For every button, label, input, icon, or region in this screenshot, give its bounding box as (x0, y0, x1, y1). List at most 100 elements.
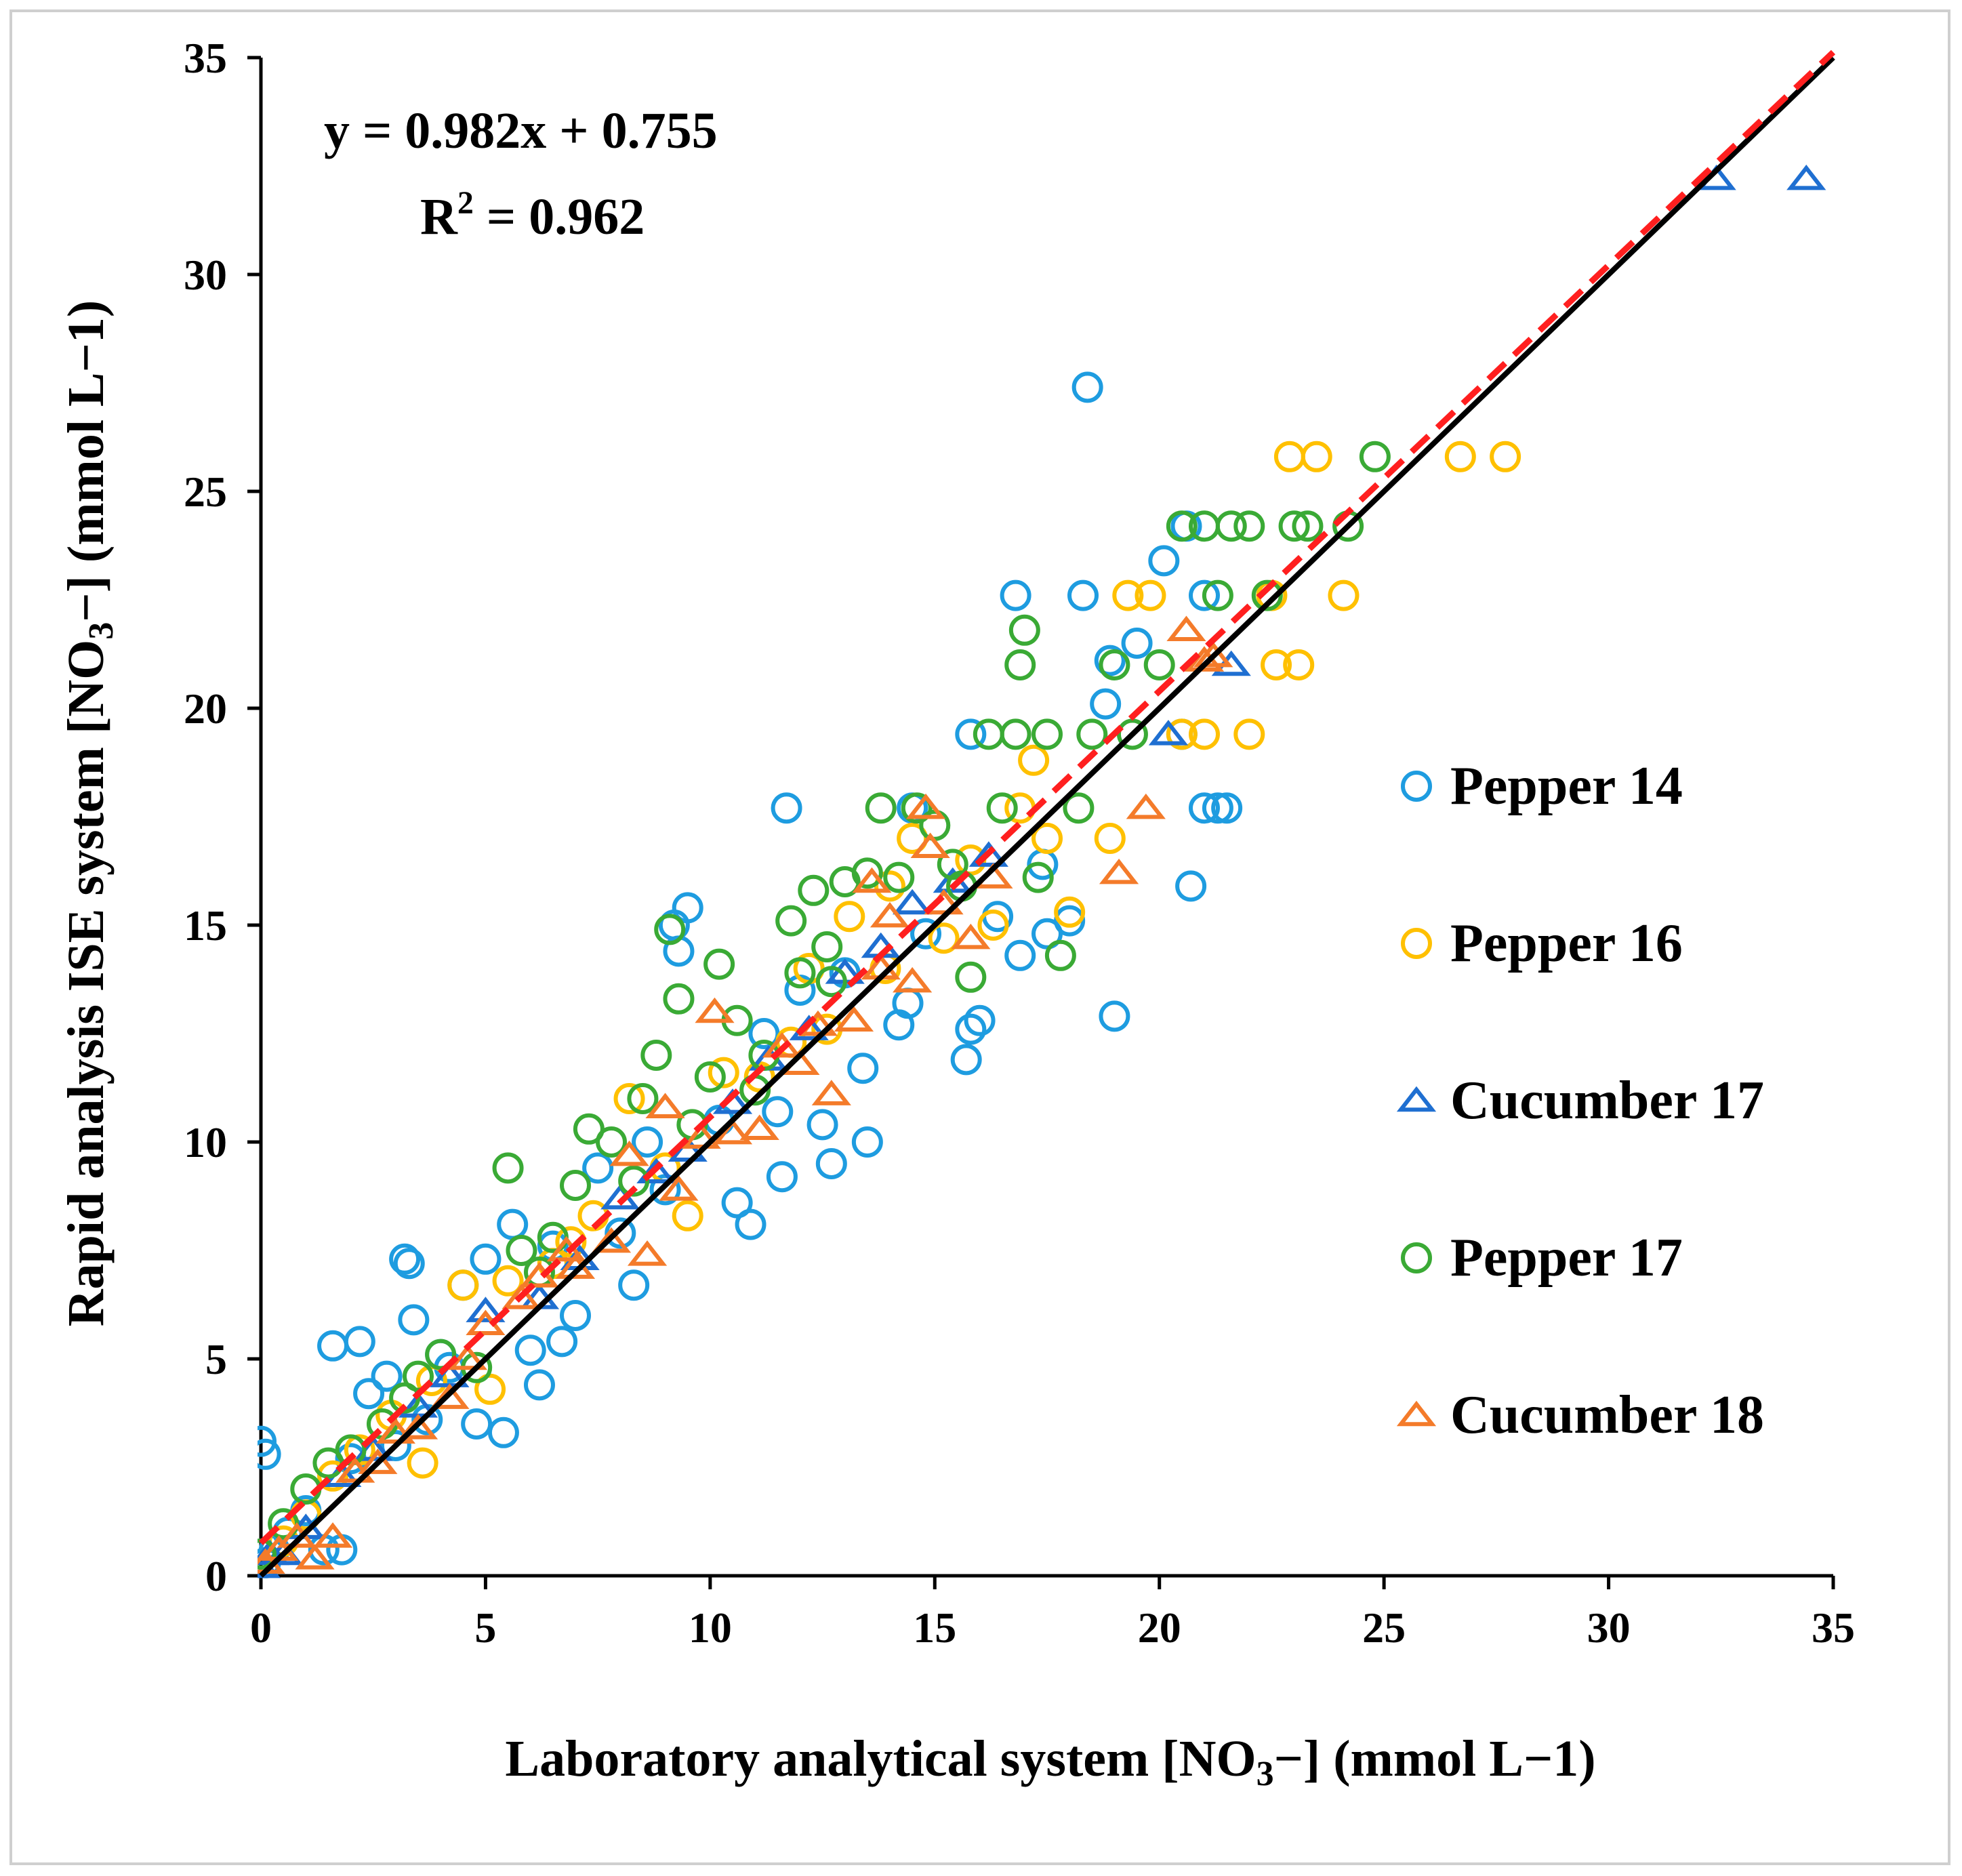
x-tick-label: 0 (250, 1604, 272, 1652)
legend-marker-circle (1401, 928, 1432, 959)
legend-marker-triangle (1396, 1400, 1437, 1427)
legend-item: Cucumber 17 (1396, 1071, 1764, 1130)
data-point-circle (766, 1161, 798, 1193)
data-point-circle (627, 1083, 659, 1114)
data-point-circle (1166, 718, 1198, 750)
data-point-triangle (636, 1158, 676, 1184)
legend-marker-circle (1401, 771, 1432, 802)
data-point-circle (1135, 579, 1166, 611)
data-point-triangle (968, 841, 1008, 867)
data-point-circle (461, 1408, 493, 1440)
data-point-circle (977, 910, 1009, 941)
legend-label: Pepper 14 (1450, 756, 1683, 816)
data-point-circle (1292, 510, 1324, 542)
data-point-circle (258, 1438, 281, 1470)
data-point-circle (1148, 545, 1180, 577)
x-axis-title-post: −] (mmol L−1) (1274, 1730, 1596, 1787)
data-point-circle (1067, 579, 1099, 611)
data-point-triangle (295, 1544, 335, 1570)
data-point-circle (596, 1126, 628, 1158)
data-point-circle (487, 1416, 519, 1448)
data-point-circle (506, 1235, 537, 1266)
data-point-circle (1000, 579, 1031, 611)
x-tick-label: 25 (1362, 1604, 1406, 1652)
data-point-circle (1328, 579, 1360, 611)
data-point-circle (964, 1004, 996, 1036)
y-axis-title-pre: Rapid analysis ISE system [NO (58, 640, 115, 1327)
data-point-circle (1031, 823, 1063, 854)
data-point-circle (955, 718, 987, 750)
data-point-circle (497, 1208, 529, 1240)
data-point-circle (834, 901, 865, 933)
data-point-circle (1112, 579, 1144, 611)
data-point-circle (389, 1243, 421, 1275)
data-point-triangle (645, 1093, 685, 1119)
series-pepper-17 (258, 441, 1391, 1570)
data-point-circle (1031, 718, 1063, 750)
data-point-triangle (870, 901, 910, 928)
axes: 0 5 10 15 20 25 30 35 0 5 10 15 20 25 30 35 (184, 34, 1855, 1652)
r-squared-suffix: = 0.962 (474, 188, 645, 245)
regression-equation: y = 0.982x + 0.755 (324, 102, 718, 159)
data-point-circle (1008, 614, 1040, 646)
data-point-triangle (312, 1522, 353, 1548)
data-point-triangle (695, 997, 735, 1023)
data-point-circle (784, 957, 816, 989)
data-point-circle (649, 1174, 681, 1206)
series-pepper-14 (258, 371, 1243, 1578)
data-point-circle (632, 1126, 663, 1158)
y-ticks: 0 5 10 15 20 25 30 35 (184, 34, 261, 1600)
data-point-triangle (1126, 793, 1166, 819)
data-point-triangle (375, 1418, 415, 1444)
data-point-circle (618, 1165, 650, 1197)
data-point-circle (928, 922, 960, 954)
data-point-triangle (627, 1240, 668, 1266)
data-point-circle (514, 1334, 546, 1366)
data-point-circle (1283, 649, 1315, 680)
y-axis-title: Rapid analysis ISE system [NO3−] (mmol L… (58, 300, 121, 1327)
y-tick-label: 15 (184, 901, 227, 950)
data-point-circle (371, 1360, 403, 1392)
one-to-one-line (259, 56, 1835, 1578)
data-point-circle (654, 914, 686, 945)
data-point-circle (874, 870, 905, 902)
data-point-circle (1018, 744, 1050, 776)
legend-item: Pepper 14 (1401, 756, 1683, 816)
data-point-circle (762, 1096, 794, 1128)
r-squared: R2 = 0.962 (420, 185, 645, 245)
data-point-triangle (591, 1227, 632, 1253)
data-point-circle (380, 1430, 411, 1461)
data-point-circle (1189, 792, 1220, 824)
data-point-circle (663, 983, 695, 1015)
data-markers (258, 164, 1826, 1578)
data-point-triangle (834, 1006, 874, 1032)
data-point-circle (1090, 688, 1122, 720)
data-point-triangle (910, 832, 950, 859)
data-point-circle (1359, 441, 1391, 472)
data-point-circle (708, 1057, 739, 1088)
data-point-circle (560, 1300, 591, 1331)
data-point-circle (735, 1208, 767, 1240)
regression-line (258, 49, 1836, 1545)
data-point-triangle (951, 923, 991, 950)
data-point-circle (1099, 1000, 1130, 1032)
data-point-circle (1175, 870, 1207, 902)
data-point-circle (1189, 579, 1220, 611)
data-point-circle (258, 1425, 277, 1457)
data-point-circle (1490, 441, 1521, 472)
data-point-circle (1076, 718, 1108, 750)
y-tick-label: 5 (205, 1335, 227, 1383)
data-point-circle (1278, 510, 1310, 542)
x-tick-label: 30 (1587, 1604, 1631, 1652)
data-point-circle (1121, 628, 1153, 659)
data-point-circle (973, 718, 1004, 750)
legend: Pepper 14 Pepper 16 Cucumber 17 Pepper 17 Cu… (1396, 756, 1764, 1445)
data-point-circle (1202, 792, 1233, 824)
data-point-circle (1143, 649, 1175, 680)
legend-marker-triangle (1396, 1086, 1437, 1112)
x-tick-label: 20 (1138, 1604, 1181, 1652)
data-point-circle (1301, 441, 1332, 472)
data-point-circle (573, 1113, 605, 1145)
data-point-circle (1094, 823, 1126, 854)
data-point-triangle (712, 1118, 753, 1145)
